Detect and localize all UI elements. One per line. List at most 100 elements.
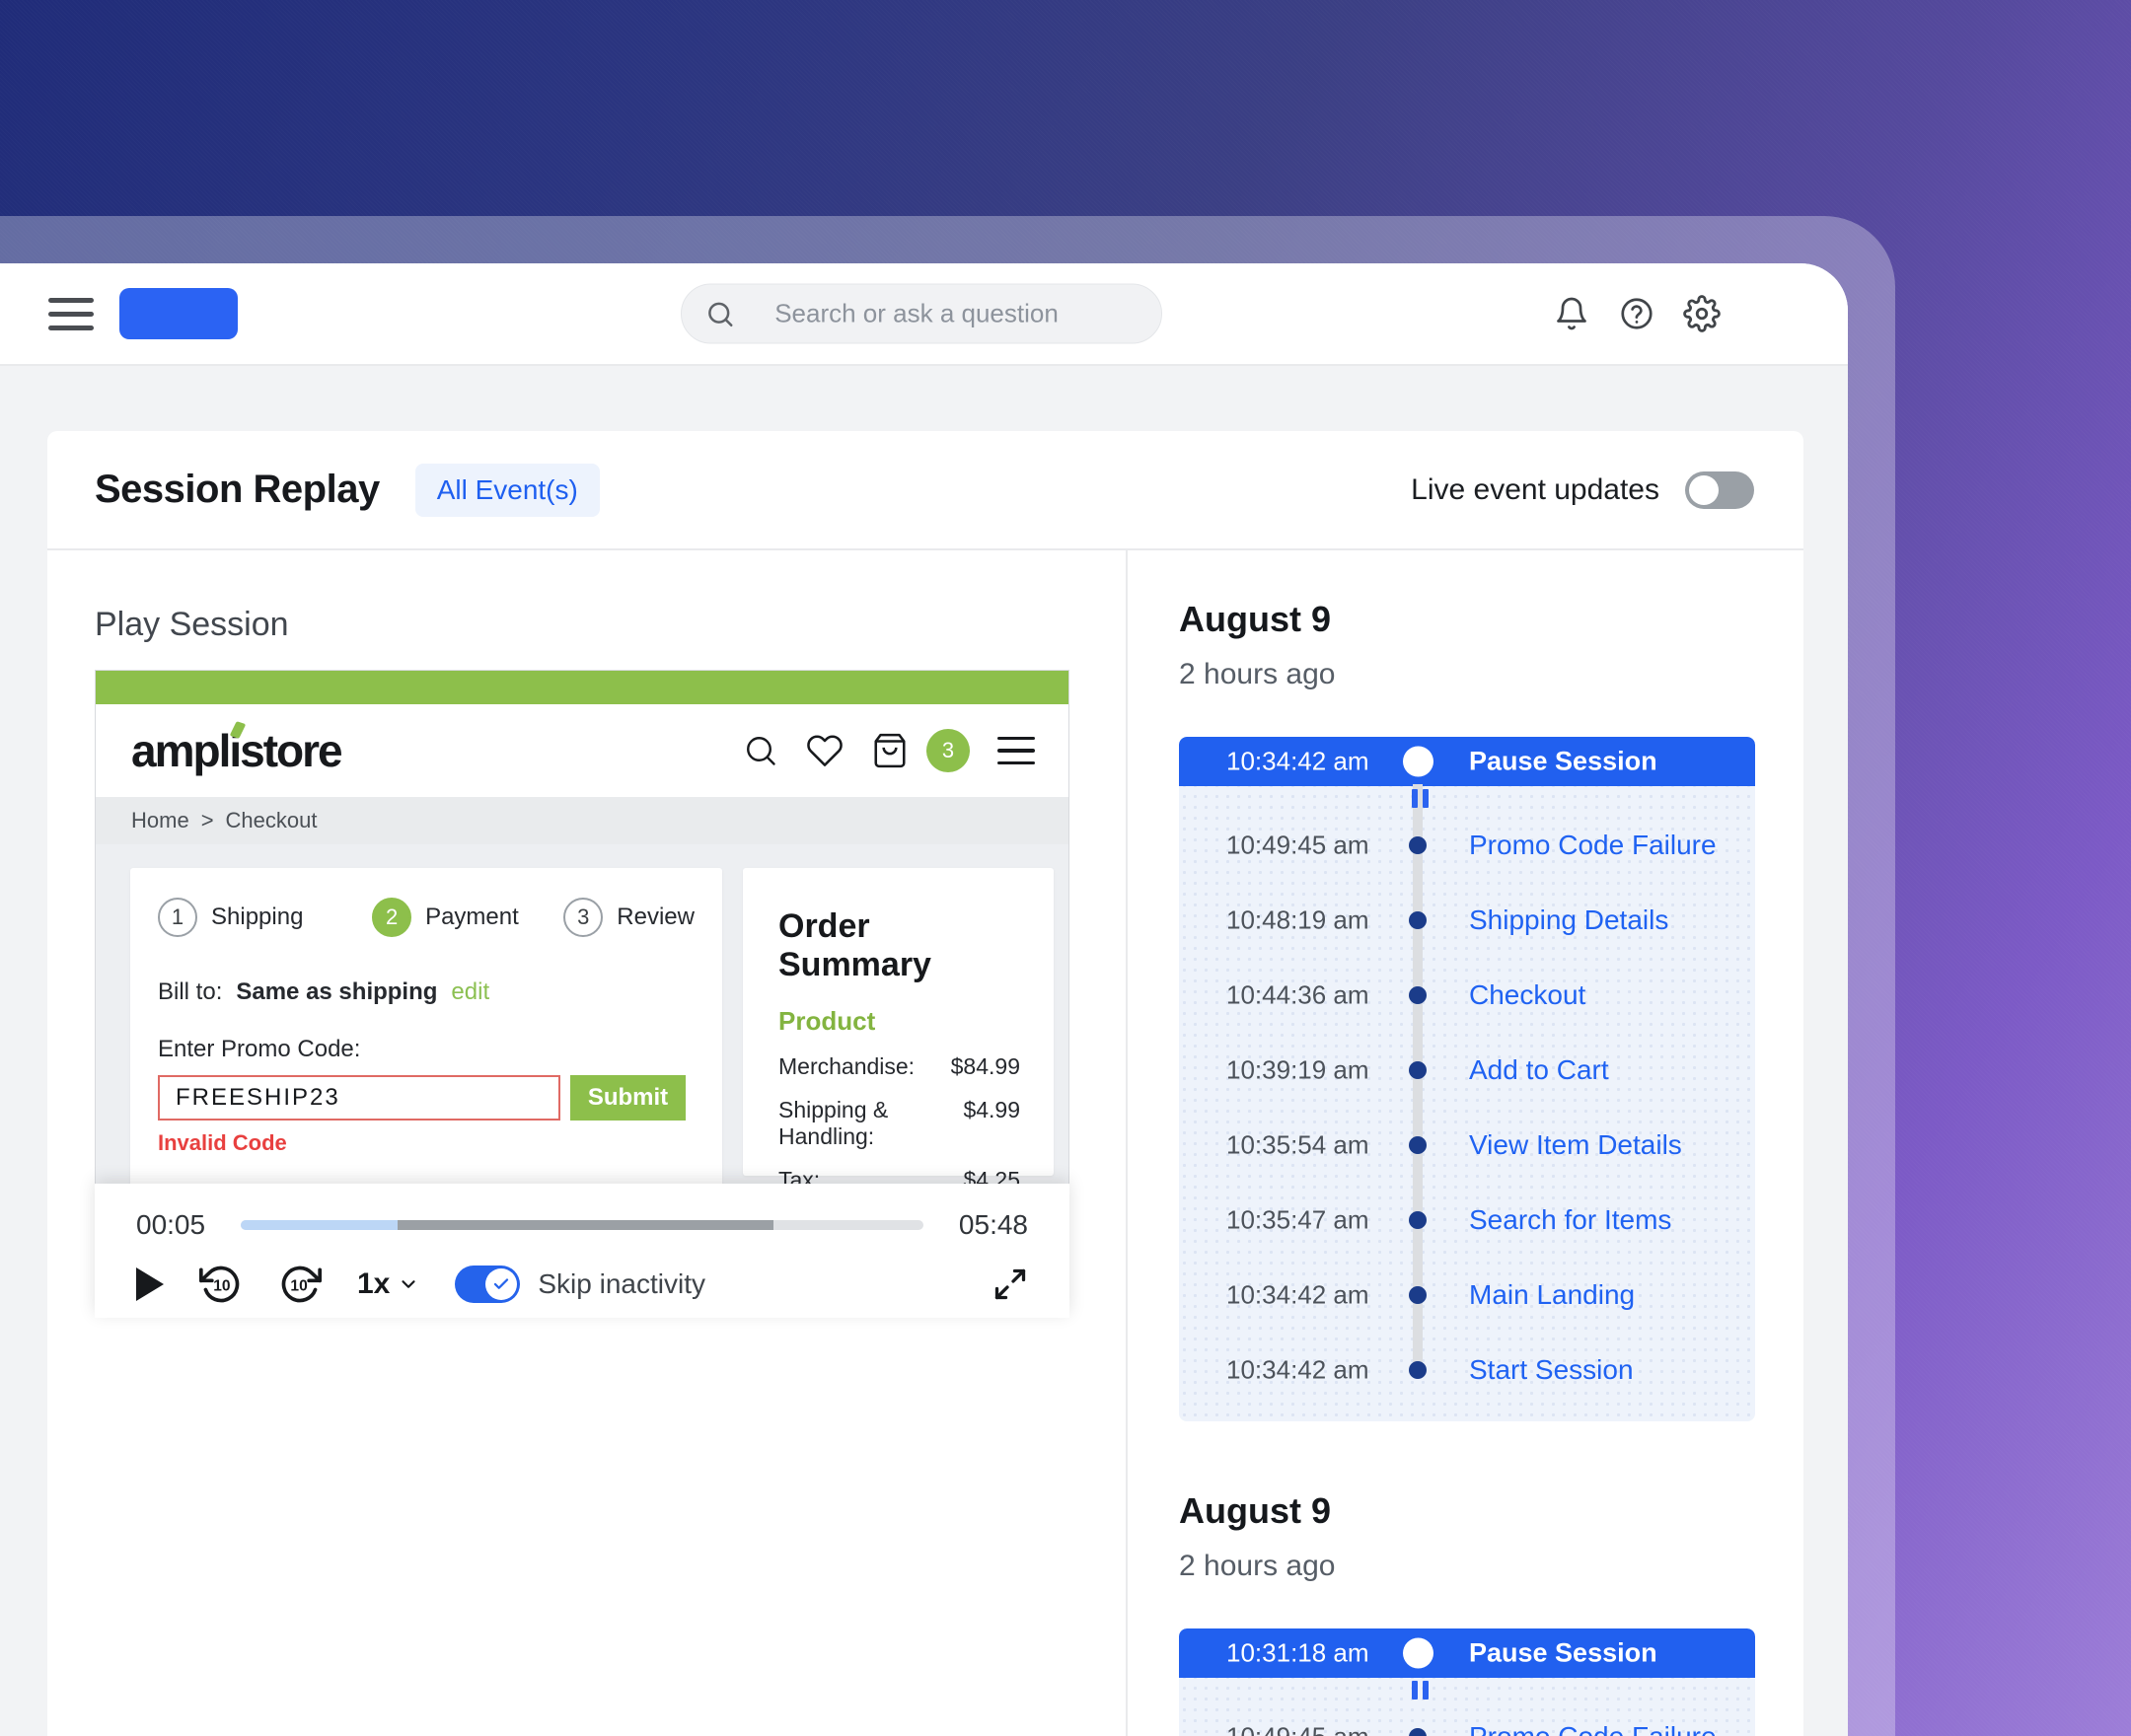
order-summary-title: Order Summary — [778, 907, 931, 983]
event-label[interactable]: Add to Cart — [1469, 1054, 1609, 1085]
event-time: 10:34:42 am — [1226, 1279, 1369, 1310]
rewind-10-button[interactable]: 10 — [199, 1263, 243, 1306]
event-time: 10:49:45 am — [1226, 830, 1369, 860]
check-icon — [494, 1278, 509, 1289]
timeline-marker-dot — [1403, 1637, 1433, 1669]
store-search-icon[interactable] — [743, 733, 778, 768]
settings-gear-icon[interactable] — [1682, 294, 1722, 333]
summary-shipping-value: $4.99 — [963, 1097, 1020, 1122]
pause-icon — [1412, 789, 1429, 808]
promo-code-input[interactable] — [158, 1075, 560, 1121]
timeline-row[interactable]: 10:49:45 am Promo Code Failure — [1179, 808, 1755, 883]
summary-merchandise-label: Merchandise: — [778, 1053, 916, 1079]
event-time: 10:35:54 am — [1226, 1129, 1369, 1160]
global-search[interactable] — [681, 283, 1162, 344]
timeline-section: August 9 2 hours ago 10:31:18 am Pause S… — [1179, 1490, 1756, 1736]
timeline-row[interactable]: 10:35:47 am Search for Items — [1179, 1183, 1755, 1258]
event-time: 10:34:42 am — [1226, 1354, 1369, 1385]
play-button[interactable] — [136, 1267, 164, 1301]
event-label[interactable]: Shipping Details — [1469, 904, 1669, 935]
timeline-event-list: 10:34:42 am Pause Session 10:49:45 am — [1179, 737, 1755, 1421]
timeline-row[interactable]: 10:34:42 am Start Session — [1179, 1333, 1755, 1408]
event-label[interactable]: Promo Code Failure — [1469, 830, 1717, 860]
cart-count-badge: 3 — [926, 729, 970, 772]
help-icon[interactable] — [1617, 294, 1656, 333]
timeline-dot — [1409, 1211, 1427, 1229]
step-1-label: Shipping — [211, 904, 304, 930]
timeline-dot — [1409, 1728, 1427, 1736]
pause-icon — [1412, 1681, 1429, 1700]
live-updates-toggle[interactable] — [1685, 470, 1754, 509]
summary-merchandise-value: $84.99 — [950, 1053, 1020, 1079]
timeline-row-highlighted[interactable]: 10:34:42 am Pause Session — [1179, 737, 1755, 786]
all-events-badge[interactable]: All Event(s) — [414, 463, 600, 517]
edit-billing-link[interactable]: edit — [451, 978, 490, 1005]
breadcrumb-home[interactable]: Home — [131, 808, 189, 832]
order-summary-section: Product — [778, 1006, 876, 1036]
store-promo-bar — [96, 671, 1068, 704]
store-logo: amplistore — [131, 721, 343, 777]
skip-inactivity-toggle[interactable] — [455, 1266, 521, 1303]
timeline-row[interactable]: 10:48:19 am Shipping Details — [1179, 883, 1755, 958]
event-label[interactable]: Main Landing — [1469, 1279, 1636, 1310]
session-replay-player: amplistore — [95, 670, 1069, 1318]
timeline-event-list: 10:31:18 am Pause Session 10:49:45 am Pr… — [1179, 1628, 1755, 1736]
timeline-relative-time: 2 hours ago — [1179, 1550, 1336, 1582]
live-event-updates-label: Live event updates — [1411, 472, 1659, 506]
timeline-row-highlighted[interactable]: 10:31:18 am Pause Session — [1179, 1628, 1755, 1678]
event-time: 10:44:36 am — [1226, 979, 1369, 1010]
promo-error-message: Invalid Code — [158, 1130, 287, 1155]
event-time: 10:48:19 am — [1226, 904, 1369, 935]
timeline-dot — [1409, 1361, 1427, 1379]
timeline-row[interactable]: 10:44:36 am Checkout — [1179, 958, 1755, 1033]
store-header: amplistore — [96, 704, 1068, 797]
menu-icon[interactable] — [48, 297, 94, 330]
timeline-date: August 9 — [1179, 1490, 1332, 1531]
promo-code-label: Enter Promo Code: — [158, 1036, 361, 1062]
step-1-circle: 1 — [158, 898, 197, 937]
session-replay-card: Session Replay All Event(s) Live event u… — [47, 431, 1803, 1736]
timeline-row[interactable]: 10:49:45 am Promo Code Failure — [1179, 1700, 1755, 1736]
event-time: 10:49:45 am — [1226, 1722, 1369, 1736]
fullscreen-icon[interactable] — [992, 1266, 1028, 1302]
timeline-section: August 9 2 hours ago 10:34:42 am Pause S… — [1179, 599, 1756, 1421]
step-2-circle: 2 — [372, 898, 412, 937]
event-label[interactable]: Pause Session — [1469, 1637, 1657, 1668]
current-time: 00:05 — [136, 1209, 206, 1240]
timeline-dot — [1409, 1286, 1427, 1304]
play-session-panel: Play Session amplistore — [47, 550, 1128, 1736]
event-label[interactable]: Promo Code Failure — [1469, 1721, 1717, 1736]
wishlist-heart-icon[interactable] — [806, 732, 844, 769]
cart-bag-icon[interactable] — [871, 732, 909, 769]
store-menu-icon[interactable] — [997, 736, 1035, 765]
timeline-row[interactable]: 10:34:42 am Main Landing — [1179, 1258, 1755, 1333]
event-label[interactable]: Checkout — [1469, 979, 1586, 1010]
timeline-date: August 9 — [1179, 599, 1332, 639]
progress-buffered — [398, 1220, 773, 1230]
top-navbar — [0, 263, 1848, 366]
playback-speed-selector[interactable]: 1x — [357, 1267, 419, 1301]
forward-10-button[interactable]: 10 — [278, 1263, 322, 1306]
page-title: Session Replay — [95, 468, 380, 511]
event-time: 10:31:18 am — [1226, 1637, 1369, 1668]
notifications-bell-icon[interactable] — [1552, 294, 1591, 333]
checkout-steps: 1 Shipping 2 Payment 3 Review — [158, 898, 695, 937]
progress-bar[interactable] — [241, 1220, 923, 1230]
timeline-row[interactable]: 10:35:54 am View Item Details — [1179, 1108, 1755, 1183]
breadcrumb-checkout: Checkout — [225, 808, 318, 832]
search-icon — [705, 299, 735, 328]
app-logo[interactable] — [119, 288, 238, 339]
timeline-relative-time: 2 hours ago — [1179, 658, 1336, 690]
search-input[interactable] — [735, 298, 1138, 329]
step-2-label: Payment — [425, 904, 519, 930]
skip-inactivity-label: Skip inactivity — [538, 1268, 705, 1299]
event-label[interactable]: Search for Items — [1469, 1204, 1672, 1235]
timeline-track — [1413, 784, 1423, 1376]
timeline-row[interactable]: 10:39:19 am Add to Cart — [1179, 1033, 1755, 1108]
event-label[interactable]: Pause Session — [1469, 746, 1657, 776]
event-label[interactable]: View Item Details — [1469, 1129, 1682, 1160]
timeline-dot — [1409, 836, 1427, 854]
event-label[interactable]: Start Session — [1469, 1354, 1634, 1385]
breadcrumb: Home > Checkout — [96, 797, 1068, 844]
promo-submit-button[interactable]: Submit — [570, 1075, 686, 1121]
